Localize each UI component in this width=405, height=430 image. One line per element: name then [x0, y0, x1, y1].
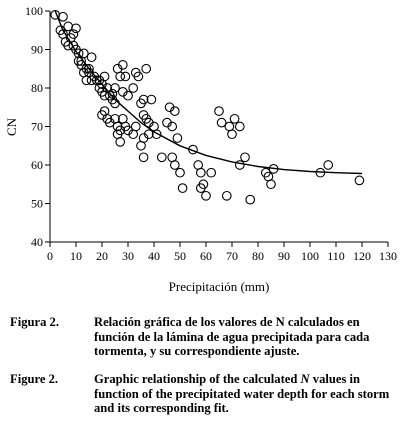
- x-tick-label: 110: [327, 249, 345, 263]
- data-point: [195, 167, 206, 178]
- y-tick-label: 70: [31, 120, 43, 134]
- y-ticks: 40 50 60 70 80 90 100: [25, 4, 50, 249]
- data-point: [221, 190, 232, 201]
- data-point: [58, 11, 68, 22]
- data-point: [123, 90, 133, 101]
- x-tick-label: 10: [70, 249, 82, 263]
- y-tick-label: 40: [31, 235, 43, 249]
- data-point: [214, 106, 224, 116]
- data-point: [63, 21, 74, 32]
- data-point: [63, 40, 74, 51]
- caption-text-part: values in function of the precipitated w…: [94, 372, 390, 416]
- data-point: [138, 94, 149, 105]
- y-tick-label: 80: [31, 81, 43, 95]
- data-point: [315, 167, 326, 178]
- x-tick-label: 20: [96, 249, 108, 263]
- data-point: [110, 83, 120, 93]
- data-point: [201, 190, 211, 201]
- data-point: [130, 121, 141, 132]
- data-point: [71, 23, 81, 34]
- y-tick-label: 100: [25, 4, 43, 18]
- data-point: [120, 71, 131, 82]
- figure-caption-english: Figure 2. Graphic relationship of the ca…: [10, 372, 398, 416]
- data-point: [143, 129, 154, 140]
- x-tick-label: 90: [278, 249, 290, 263]
- data-point: [234, 160, 245, 170]
- x-tick-label: 0: [47, 249, 53, 263]
- data-point: [172, 133, 183, 143]
- data-points: [50, 10, 365, 205]
- caption-text-italic: N: [300, 372, 310, 386]
- data-point: [78, 48, 89, 59]
- data-point: [266, 179, 276, 190]
- data-point: [198, 179, 209, 190]
- caption-text: Graphic relationship of the calculated N…: [94, 372, 398, 416]
- data-point: [68, 29, 79, 39]
- data-point: [128, 83, 139, 93]
- data-point: [110, 98, 120, 109]
- x-tick-label: 80: [252, 249, 264, 263]
- data-point: [151, 129, 162, 140]
- data-point: [169, 160, 180, 170]
- data-point: [206, 167, 217, 178]
- caption-label: Figure 2.: [10, 372, 59, 386]
- y-axis-title: CN: [4, 117, 19, 136]
- x-ticks: 0 10 20 30 40 50 60 70 80 90 100 110 120 130: [47, 242, 397, 263]
- data-point: [354, 175, 365, 186]
- data-point: [175, 167, 185, 178]
- data-point: [107, 88, 118, 99]
- data-point: [99, 71, 110, 82]
- x-axis-title: Precipitación (mm): [169, 279, 270, 294]
- data-point: [133, 71, 144, 82]
- data-point: [234, 121, 245, 132]
- data-point: [138, 152, 149, 163]
- caption-text-part: Graphic relationship of the calculated: [94, 372, 301, 386]
- data-point: [229, 113, 240, 124]
- data-point: [117, 60, 128, 70]
- data-point: [141, 63, 152, 74]
- data-point: [167, 121, 178, 132]
- x-tick-label: 50: [174, 249, 186, 263]
- data-point: [146, 94, 157, 105]
- data-point: [216, 117, 227, 128]
- caption-text: Relación gráfica de los valores de N cal…: [94, 315, 370, 359]
- data-point: [268, 164, 279, 174]
- data-point: [245, 194, 256, 205]
- data-point: [86, 52, 97, 63]
- x-tick-label: 30: [122, 249, 134, 263]
- x-tick-label: 60: [200, 249, 212, 263]
- data-point: [227, 129, 237, 140]
- data-point: [136, 140, 146, 151]
- data-point: [84, 63, 94, 74]
- data-point: [323, 160, 334, 170]
- figure-caption-spanish: Figura 2. Relación gráfica de los valore…: [10, 315, 398, 359]
- data-point: [188, 144, 198, 155]
- y-tick-label: 60: [31, 158, 43, 172]
- data-point: [156, 152, 167, 163]
- x-tick-label: 120: [353, 249, 371, 263]
- data-point: [81, 75, 92, 86]
- scatter-chart: 0 10 20 30 40 50 60 70 80 90 100 110 120 130 40 50 60 70…: [4, 4, 397, 294]
- data-point: [177, 183, 188, 193]
- x-tick-label: 40: [148, 249, 160, 263]
- data-point: [115, 137, 126, 147]
- x-tick-label: 70: [226, 249, 238, 263]
- y-tick-label: 50: [31, 197, 43, 211]
- data-point: [115, 71, 126, 82]
- y-tick-label: 90: [31, 43, 43, 57]
- data-point: [240, 152, 250, 163]
- x-tick-label: 100: [301, 249, 319, 263]
- x-tick-label: 130: [379, 249, 397, 263]
- caption-label: Figura 2.: [10, 315, 59, 329]
- data-point: [169, 106, 180, 116]
